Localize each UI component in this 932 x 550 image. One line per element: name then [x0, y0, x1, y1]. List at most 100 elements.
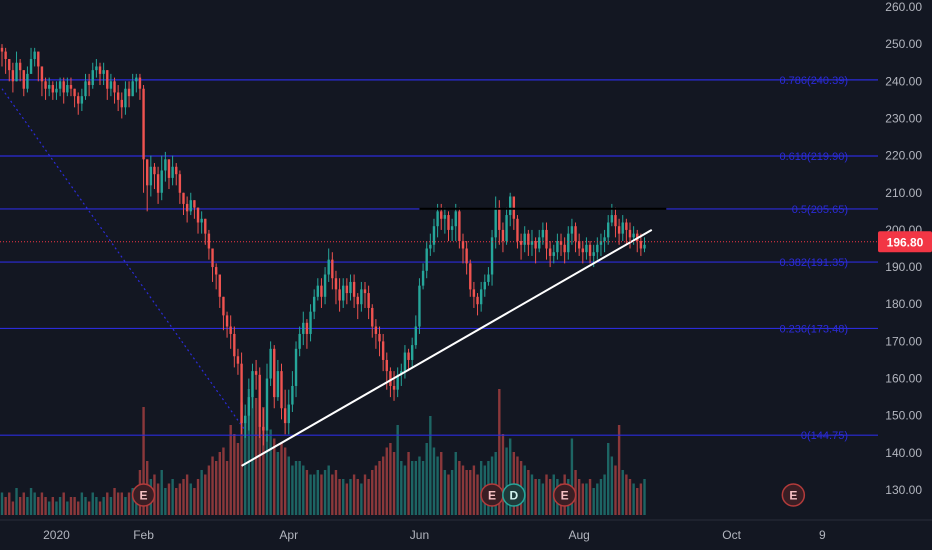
volume-bar	[418, 456, 421, 515]
candle-body	[127, 88, 131, 97]
candle-body	[389, 371, 392, 386]
candle-body	[312, 296, 316, 312]
candle-body	[421, 270, 425, 286]
candle-body	[251, 371, 254, 398]
volume-bar	[440, 452, 443, 515]
price-tick-label: 170.00	[885, 334, 922, 348]
candle-body	[429, 244, 432, 249]
volume-bar	[91, 492, 94, 515]
candle-body	[120, 99, 123, 108]
candle-body	[483, 281, 486, 290]
candle-body	[80, 96, 84, 104]
candle-body	[596, 244, 599, 253]
volume-bar	[77, 501, 80, 515]
volume-bar	[240, 402, 243, 515]
candle-body	[236, 356, 240, 364]
volume-bar	[229, 425, 232, 515]
candle-body	[153, 166, 156, 175]
volume-bar	[465, 470, 468, 515]
candle-body	[91, 70, 94, 86]
candle-body	[381, 341, 385, 360]
volume-bar	[505, 447, 508, 515]
candle-body	[617, 226, 621, 234]
candle-body	[331, 259, 334, 279]
volume-bar	[29, 488, 33, 515]
last-price-tag: 196.80	[878, 231, 932, 253]
candle-body	[643, 244, 646, 249]
volume-bar	[352, 474, 356, 515]
volume-bar	[421, 461, 425, 515]
volume-bar	[73, 497, 76, 515]
volume-bar	[458, 461, 461, 515]
volume-bar	[262, 407, 265, 515]
time-axis[interactable]: 2020 Feb Apr Jun Aug Oct 9	[43, 528, 826, 542]
time-tick-label: Apr	[279, 528, 298, 542]
volume-bar	[403, 465, 407, 515]
volume-bar	[280, 443, 283, 515]
candle-body	[15, 62, 18, 82]
price-tick-label: 230.00	[885, 111, 922, 125]
candle-body	[498, 207, 501, 230]
volume-bar	[432, 447, 436, 515]
volume-bar	[309, 474, 312, 515]
time-tick-label: Jun	[410, 528, 429, 542]
candle-body	[156, 174, 160, 193]
volume-bar	[283, 447, 287, 515]
candle-body	[371, 307, 374, 327]
volume-bar	[302, 465, 305, 515]
volume-bar	[323, 470, 327, 515]
candle-body	[523, 233, 526, 245]
volume-bar	[298, 461, 301, 515]
volume-bar	[131, 488, 134, 515]
candle-body	[447, 215, 450, 230]
earnings-marker[interactable]	[781, 483, 806, 507]
candle-body	[363, 289, 367, 294]
candle-body	[519, 241, 523, 245]
fib-level-label: 0.382(191.35)	[780, 257, 849, 269]
volume-bar	[0, 492, 4, 515]
candle-body	[440, 211, 443, 219]
volume-bar	[178, 483, 182, 515]
volume-bar	[22, 492, 25, 515]
candle-body	[436, 211, 439, 227]
fib-level-label: 0.786(240.39)	[780, 75, 849, 87]
dividend-marker[interactable]	[502, 483, 526, 507]
volume-bar	[385, 447, 388, 515]
candle-body	[588, 244, 592, 256]
candle-body	[472, 289, 476, 297]
volume-bar	[135, 497, 138, 515]
volume-bar	[182, 479, 185, 515]
volume-bar	[342, 479, 345, 515]
volume-bar	[410, 461, 414, 515]
candle-body	[185, 203, 189, 212]
ascending-trend-line[interactable]	[241, 229, 653, 467]
candle-body	[291, 385, 294, 405]
candle-body	[334, 278, 338, 290]
candle-body	[142, 88, 145, 160]
earnings-marker[interactable]	[552, 483, 577, 507]
candle-body	[385, 359, 388, 372]
volume-bar	[443, 470, 447, 515]
earnings-marker[interactable]	[131, 483, 156, 507]
price-axis-panel[interactable]	[878, 0, 932, 520]
candle-body	[599, 241, 603, 245]
volume-bar	[102, 497, 105, 515]
volume-bar	[603, 474, 606, 515]
time-tick-label: Oct	[722, 528, 741, 542]
candle-body	[73, 88, 76, 97]
candle-body	[512, 196, 516, 219]
volume-bar	[447, 474, 450, 515]
candle-body	[225, 315, 229, 327]
volume-bar	[472, 465, 476, 515]
volume-bar	[570, 438, 574, 515]
price-axis[interactable]: 260.00250.00240.00230.00220.00210.00200.…	[885, 0, 922, 497]
volume-bar	[11, 501, 15, 515]
candle-body	[309, 311, 312, 334]
candle-body	[178, 174, 182, 193]
candle-body	[461, 241, 465, 249]
volume-bar	[534, 479, 537, 515]
